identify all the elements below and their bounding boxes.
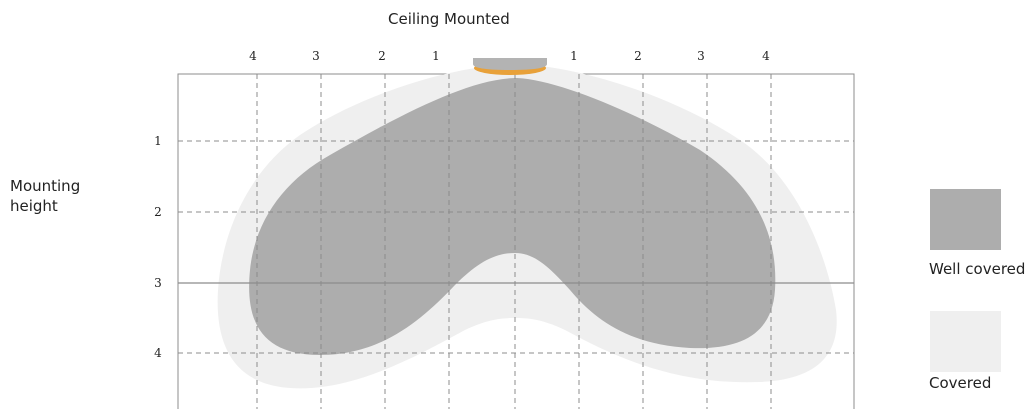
y-axis-label: Mounting height: [10, 177, 81, 215]
diagram-title: Ceiling Mounted: [388, 10, 510, 28]
x-tick-label: 2: [634, 49, 642, 63]
legend-label-well-covered: Well covered: [929, 260, 1026, 278]
sensor-body: [473, 58, 547, 70]
legend-label-covered: Covered: [929, 374, 992, 392]
ceiling-sensor-icon: [473, 58, 547, 75]
y-tick-label: 2: [154, 205, 162, 219]
well-covered-area: [249, 78, 776, 355]
x-tick-label: 4: [249, 49, 257, 63]
x-tick-label: 4: [762, 49, 770, 63]
x-tick-label: 3: [697, 49, 705, 63]
x-tick-label: 3: [312, 49, 320, 63]
x-tick-label: 2: [378, 49, 386, 63]
x-tick-label: 1: [570, 49, 578, 63]
x-tick-label: 1: [432, 49, 440, 63]
y-tick-label: 1: [154, 134, 162, 148]
grid: [178, 74, 854, 409]
y-tick-label: 3: [154, 276, 162, 290]
y-tick-label: 4: [154, 346, 162, 360]
legend-swatch-covered: [930, 311, 1001, 372]
legend-swatch-well-covered: [930, 189, 1001, 250]
